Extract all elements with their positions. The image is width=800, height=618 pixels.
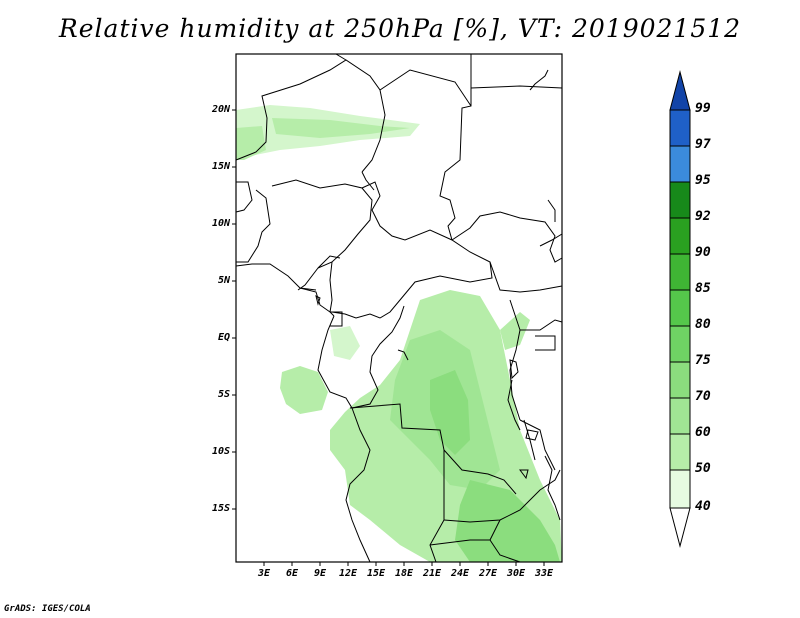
- lon-label-30e: 30E: [506, 568, 526, 579]
- colorbar-seg-40-50: [669, 469, 691, 509]
- lon-label-33e: 33E: [534, 568, 554, 579]
- lon-label-24e: 24E: [450, 568, 470, 579]
- lon-label-6e: 6E: [285, 568, 299, 579]
- colorbar-label-80: 80: [695, 317, 711, 332]
- lat-label-5n: 5N: [217, 275, 230, 286]
- colorbar-label-60: 60: [695, 425, 711, 440]
- lon-label-27e: 27E: [478, 568, 498, 579]
- colorbar-label-90: 90: [695, 245, 711, 260]
- lon-label-18e: 18E: [394, 568, 414, 579]
- colorbar-seg-60-70: [669, 397, 691, 435]
- colorbar-seg-80-85: [669, 289, 691, 327]
- lat-label-eq: EQ: [217, 332, 230, 343]
- country-borders: [235, 53, 563, 563]
- lakes: [315, 69, 549, 480]
- colorbar-top-arrow: [669, 70, 691, 111]
- lon-label-15e: 15E: [366, 568, 386, 579]
- colorbar-bottom-arrow: [669, 507, 691, 548]
- colorbar: [669, 70, 691, 548]
- lat-label-10s: 10S: [211, 446, 230, 457]
- colorbar-label-95: 95: [695, 173, 711, 188]
- colorbar-seg-75-80: [669, 325, 691, 363]
- colorbar-seg-97-99: [669, 109, 691, 147]
- colorbar-label-75: 75: [695, 353, 711, 368]
- colorbar-label-70: 70: [695, 389, 711, 404]
- lat-label-15s: 15S: [211, 503, 230, 514]
- credit-text: GrADS: IGES/COLA: [4, 604, 91, 614]
- colorbar-seg-92-95: [669, 181, 691, 219]
- axis-ticks: [232, 109, 545, 566]
- colorbar-seg-50-60: [669, 433, 691, 471]
- lat-label-20n: 20N: [211, 104, 230, 115]
- colorbar-seg-85-90: [669, 253, 691, 291]
- colorbar-seg-70-75: [669, 361, 691, 399]
- colorbar-label-97: 97: [695, 137, 711, 152]
- colorbar-seg-95-97: [669, 145, 691, 183]
- map-frame: [235, 53, 563, 563]
- colorbar-label-40: 40: [695, 499, 711, 514]
- lat-label-5s: 5S: [217, 389, 230, 400]
- colorbar-label-85: 85: [695, 281, 711, 296]
- map-title: Relative humidity at 250hPa [%], VT: 201…: [58, 14, 742, 43]
- lon-label-3e: 3E: [257, 568, 271, 579]
- lon-label-21e: 21E: [422, 568, 442, 579]
- colorbar-label-92: 92: [695, 209, 711, 224]
- colorbar-seg-90-92: [669, 217, 691, 255]
- lon-label-9e: 9E: [313, 568, 327, 579]
- lat-label-15n: 15N: [211, 161, 230, 172]
- colorbar-label-50: 50: [695, 461, 711, 476]
- lat-label-10n: 10N: [211, 218, 230, 229]
- humidity-shading: [236, 105, 562, 562]
- colorbar-label-99: 99: [695, 101, 711, 116]
- lon-label-12e: 12E: [338, 568, 358, 579]
